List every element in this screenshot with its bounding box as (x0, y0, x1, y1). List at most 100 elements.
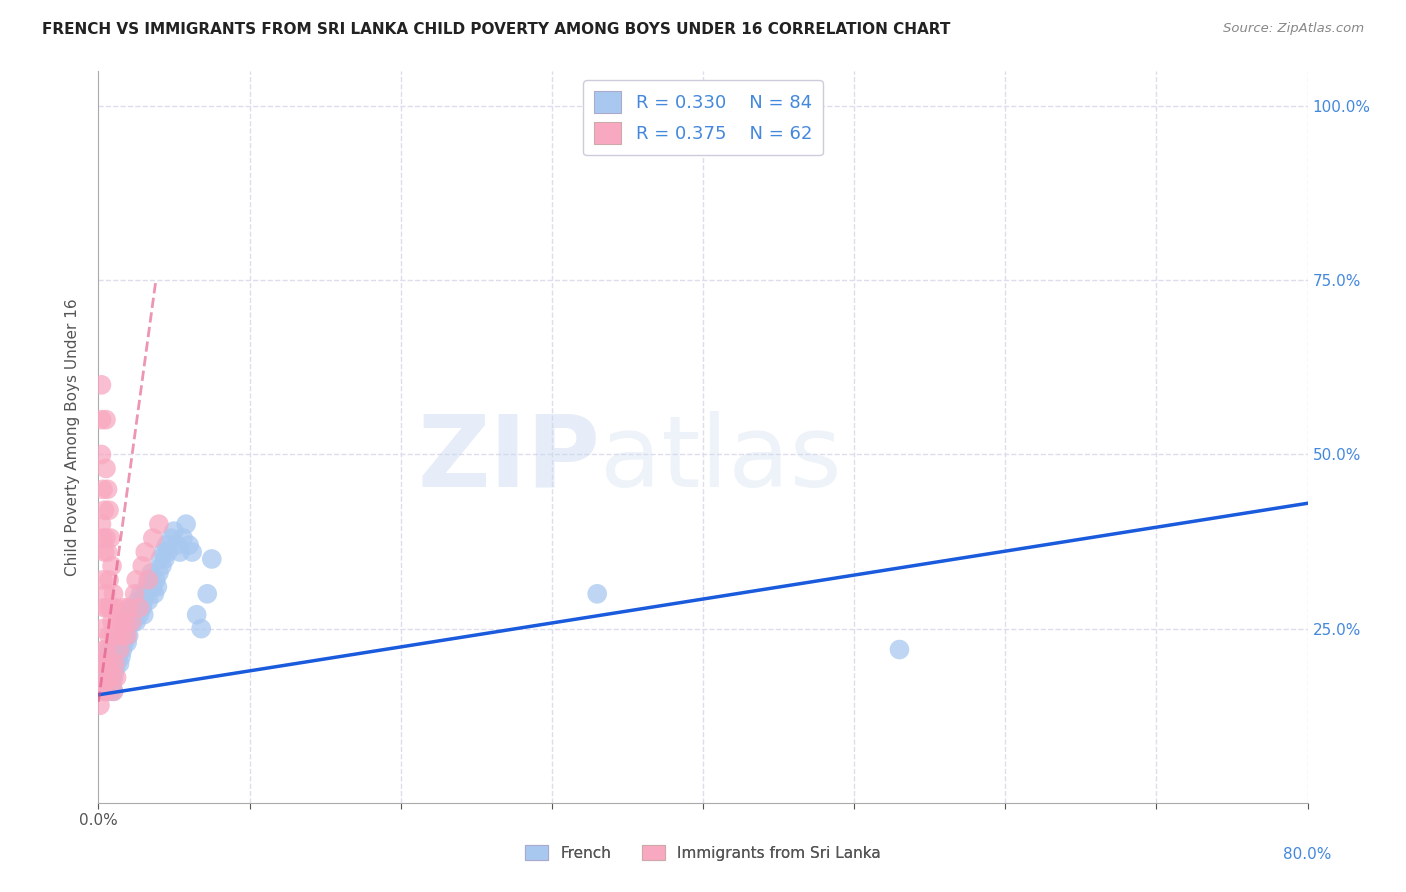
Point (156, 545, 179, 559)
Text: atlas: atlas (600, 410, 842, 508)
Text: ZIP: ZIP (418, 410, 600, 508)
Point (134, 587, 156, 601)
Point (152, 545, 174, 559)
Point (127, 594, 149, 608)
Point (94, 684, 117, 698)
Point (90, 448, 112, 462)
Point (94, 677, 117, 691)
Point (104, 657, 127, 671)
Point (172, 531, 194, 545)
Point (128, 607, 150, 622)
Point (94, 461, 117, 475)
Point (201, 552, 224, 566)
Point (104, 649, 127, 664)
Point (111, 642, 134, 657)
Point (142, 531, 165, 545)
Point (186, 607, 208, 622)
Point (195, 587, 218, 601)
Point (104, 600, 127, 615)
Point (114, 629, 136, 643)
Point (190, 622, 212, 636)
Point (94, 642, 117, 657)
Point (93, 684, 115, 698)
Point (100, 684, 122, 698)
Point (93, 642, 115, 657)
Point (91, 657, 114, 671)
Point (118, 615, 141, 629)
Point (125, 615, 148, 629)
Point (110, 615, 132, 629)
Point (103, 684, 125, 698)
Point (91, 622, 114, 636)
Point (103, 657, 125, 671)
Point (124, 607, 146, 622)
Point (98, 677, 121, 691)
Point (134, 545, 156, 559)
Point (128, 600, 150, 615)
Point (141, 566, 163, 580)
Point (131, 558, 153, 573)
Point (91, 573, 114, 587)
Point (101, 558, 124, 573)
Point (96, 600, 118, 615)
Point (169, 545, 191, 559)
Point (105, 670, 128, 684)
Point (121, 600, 143, 615)
Point (90, 517, 112, 532)
Point (121, 615, 143, 629)
Point (89, 677, 111, 691)
Point (112, 635, 135, 649)
Point (103, 642, 125, 657)
Point (136, 594, 159, 608)
Point (96, 657, 118, 671)
Point (110, 649, 132, 664)
Point (96, 483, 118, 497)
Point (94, 531, 117, 545)
Point (107, 649, 129, 664)
Point (96, 657, 118, 671)
Point (91, 531, 114, 545)
Point (100, 657, 122, 671)
Point (101, 670, 124, 684)
Point (108, 657, 131, 671)
Point (94, 412, 117, 426)
Point (101, 677, 124, 691)
Point (100, 670, 122, 684)
Point (148, 517, 170, 532)
Point (93, 670, 115, 684)
Point (105, 642, 128, 657)
Point (89, 657, 111, 671)
Point (136, 573, 159, 587)
Point (94, 649, 117, 664)
Point (90, 657, 112, 671)
Point (118, 600, 141, 615)
Point (135, 580, 157, 594)
Point (115, 629, 138, 643)
Point (96, 545, 118, 559)
Point (163, 524, 186, 538)
Point (94, 664, 117, 678)
Point (105, 615, 128, 629)
Point (160, 531, 183, 545)
Text: 80.0%: 80.0% (1284, 847, 1331, 862)
Point (149, 552, 172, 566)
Point (122, 615, 145, 629)
Point (132, 607, 155, 622)
Point (125, 600, 148, 615)
Point (146, 580, 169, 594)
Point (98, 664, 121, 678)
Point (142, 580, 165, 594)
Point (148, 566, 170, 580)
Point (100, 657, 122, 671)
Point (103, 587, 125, 601)
Point (93, 503, 115, 517)
Point (89, 698, 111, 713)
Point (179, 538, 201, 552)
Point (103, 629, 125, 643)
Point (101, 649, 124, 664)
Point (90, 412, 112, 426)
Point (155, 538, 177, 552)
Point (889, 642, 911, 657)
Point (94, 684, 117, 698)
Point (111, 629, 134, 643)
